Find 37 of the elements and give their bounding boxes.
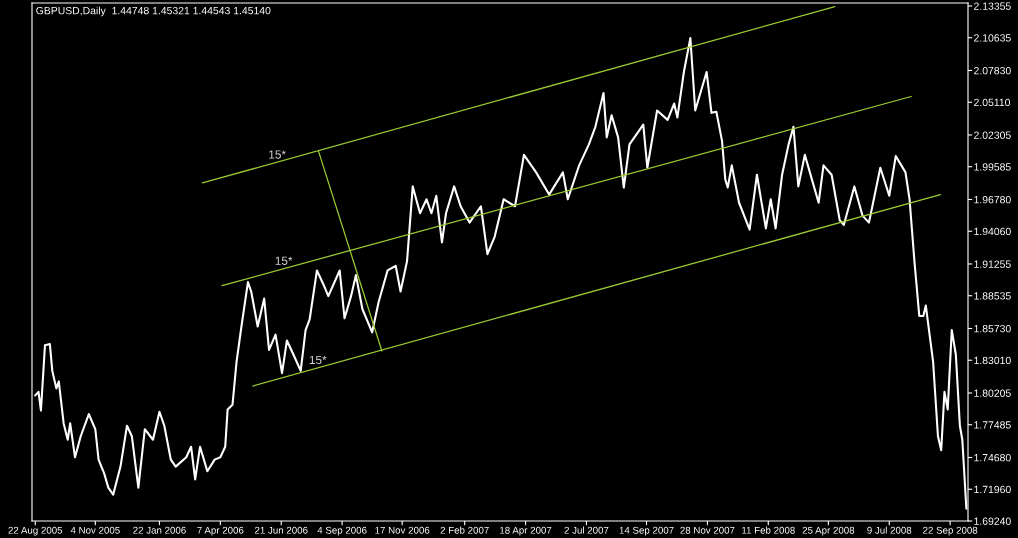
x-tick-label: 28 Nov 2007 [680, 526, 735, 534]
y-tick-label: 1.91255 [974, 260, 1011, 268]
x-tick-label: 9 Jul 2008 [867, 526, 912, 534]
y-tick-label: 1.88535 [974, 292, 1011, 300]
y-tick-label: 1.99585 [974, 163, 1011, 171]
annotation: 15* [269, 150, 286, 159]
x-tick-label: 11 Feb 2008 [742, 526, 795, 534]
y-tick-label: 2.13355 [974, 2, 1011, 10]
x-tick-label: 14 Sep 2007 [619, 526, 674, 536]
y-tick-label: 1.85730 [974, 324, 1011, 333]
y-tick-label: 1.71960 [974, 485, 1011, 494]
x-tick-label: 4 Sep 2006 [317, 526, 367, 536]
y-tick-label: 1.69240 [974, 517, 1011, 525]
x-tick-label: 22 Aug 2005 [8, 526, 63, 536]
x-tick-label: 22 Jan 2006 [133, 526, 186, 534]
y-tick-label: 1.94060 [974, 227, 1011, 236]
y-tick-label: 2.02305 [974, 131, 1011, 139]
annotation: 15* [309, 355, 327, 365]
x-tick-label: 7 Apr 2006 [197, 526, 244, 536]
x-tick-label: 4 Nov 2005 [70, 526, 120, 534]
x-tick-label: 22 Sep 2008 [923, 526, 978, 536]
x-tick-label: 21 Jun 2006 [254, 526, 308, 534]
chart-title: GBPUSD,Daily 1.44748 1.45321 1.44543 1.45140 [36, 6, 271, 17]
x-tick-label: 2 Jul 2007 [564, 526, 609, 534]
x-tick-label: 25 Apr 2008 [802, 526, 855, 536]
y-tick-label: 2.07830 [974, 66, 1011, 75]
annotation: 15* [275, 256, 293, 265]
y-tick-label: 1.74680 [974, 453, 1011, 462]
x-tick-label: 18 Apr 2007 [500, 526, 552, 536]
y-tick-label: 1.83010 [974, 356, 1011, 365]
x-tick-label: 17 Nov 2006 [375, 526, 430, 534]
y-tick-label: 1.80205 [974, 389, 1011, 397]
y-tick-label: 2.05110 [974, 98, 1011, 107]
x-tick-label: 2 Feb 2007 [440, 526, 489, 534]
y-tick-label: 1.96780 [974, 195, 1011, 204]
y-tick-label: 1.77485 [974, 421, 1011, 429]
y-tick-label: 2.10635 [974, 34, 1011, 42]
